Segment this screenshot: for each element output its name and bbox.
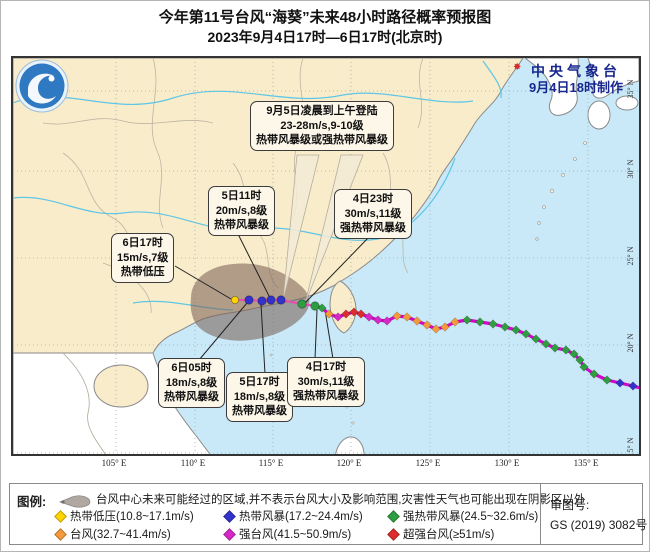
- luzon-island: [335, 436, 365, 454]
- sts-dot-icon: [387, 510, 400, 524]
- legend-item-sts: 强热带风暴(24.5~32.6m/s): [387, 508, 538, 524]
- legend-title: 图例:: [17, 495, 47, 509]
- korea-peninsula: [524, 58, 579, 116]
- cone-icon: [58, 493, 92, 514]
- watermark-agency: 中央气象台: [531, 63, 621, 79]
- callout-5d11: 5日11时 20m/s,8级 热带风暴级: [208, 186, 275, 236]
- lon-label: 130° E: [494, 458, 520, 468]
- lat-label: 25° N: [626, 246, 635, 266]
- lon-label: 120° E: [336, 458, 362, 468]
- legend-cone-text: 台风中心未来可能经过的区域,并不表示台风大小及影响范围,灾害性天气也可能出现在阴…: [96, 494, 586, 506]
- ryukyu-islands: [535, 141, 587, 241]
- callout-5d17: 5日17时 18m/s,8级 热带风暴级: [226, 372, 293, 422]
- japan-islands: [587, 58, 639, 130]
- lon-label: 125° E: [415, 458, 441, 468]
- lon-label: 110° E: [180, 458, 206, 468]
- lat-label: 20° N: [626, 333, 635, 353]
- callout-6d17: 6日17时 15m/s,7级 热带低压: [111, 233, 175, 283]
- approval-number-label: 审图号:: [550, 498, 590, 512]
- legend: 图例: 台风中心未来可能经过的区域,并不表示台风大小及影响范围,灾害性天气也可能…: [9, 483, 647, 545]
- callout-4d23: 4日23时 30m/s,11级 强热带风暴级: [334, 189, 412, 239]
- td-dot-icon: [54, 510, 67, 524]
- legend-divider: [540, 484, 541, 544]
- lat-label: 30° N: [626, 159, 635, 179]
- page-subtitle: 2023年9月4日17时—6日17时(北京时): [207, 29, 443, 45]
- sty-dot-icon: [223, 528, 236, 542]
- taiwan-island: [329, 280, 357, 334]
- legend-item-sty: 强台风(41.5~50.9m/s): [223, 526, 351, 542]
- typhoon-track: [230, 295, 639, 391]
- legend-item-super: 超强台风(≥51m/s): [387, 526, 494, 542]
- lon-label: 105° E: [101, 458, 127, 468]
- callout-leader-lines: [174, 231, 371, 375]
- lon-label: 115° E: [258, 458, 284, 468]
- watermark-made-time: 9月4日18时制作: [529, 80, 623, 95]
- watermark-star-icon: ✸: [513, 62, 522, 73]
- ts-dot-icon: [223, 510, 236, 524]
- ty-dot-icon: [54, 528, 67, 542]
- lat-label: 15° N: [626, 437, 635, 457]
- approval-number-value: GS (2019) 3082号: [550, 518, 648, 532]
- callout-landfall: 9月5日凌晨到上午登陆 23-28m/s,9-10级 热带风暴级或强热带风暴级: [250, 101, 394, 151]
- callout-6d05: 6日05时 18m/s,8级 热带风暴级: [158, 358, 225, 408]
- hainan-island: [93, 364, 149, 408]
- legend-item-ty: 台风(32.7~41.4m/s): [54, 526, 171, 542]
- lon-label: 135° E: [573, 458, 599, 468]
- legend-item-td: 热带低压(10.8~17.1m/s): [54, 508, 194, 524]
- callout-4d17: 4日17时 30m/s,11级 强热带风暴级: [287, 357, 365, 407]
- legend-item-ts: 热带风暴(17.2~24.4m/s): [223, 508, 363, 524]
- cma-logo-icon: [15, 59, 69, 118]
- page-title: 今年第11号台风“海葵”未来48小时路径概率预报图: [158, 9, 492, 26]
- laos-border: [62, 352, 106, 454]
- super-ty-dot-icon: [387, 528, 400, 542]
